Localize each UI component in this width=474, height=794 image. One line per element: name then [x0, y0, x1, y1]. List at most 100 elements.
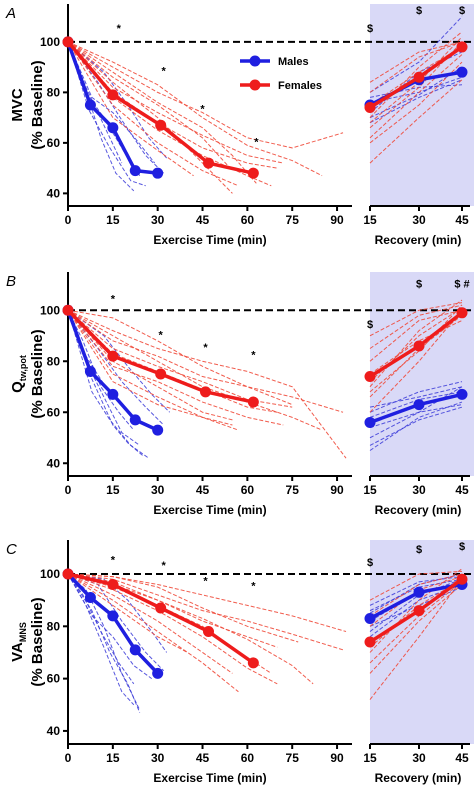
y-axis-label: VAMNS — [9, 622, 28, 662]
male-recovery-individual-trace — [369, 576, 463, 606]
males-mean-point — [152, 667, 164, 679]
female-individual-trace — [67, 41, 194, 177]
x-axis-title: Exercise Time (min) — [153, 771, 266, 785]
females-mean-point — [247, 657, 259, 669]
x-tick-label: 75 — [286, 483, 300, 497]
males-mean-point — [84, 99, 96, 111]
panel-a: A MVC (% Baseline) 40 60 80 100 0 15 30 45 60 75 90 15… — [5, 4, 474, 247]
recovery-significance-marker: $ # — [454, 278, 469, 290]
females-mean-point — [203, 157, 215, 169]
female-recovery-individual-trace — [369, 79, 463, 164]
y-tick-label: 40 — [47, 456, 61, 470]
males-mean-point — [129, 644, 141, 656]
males-mean-line — [66, 309, 159, 432]
x-tick-label: 90 — [330, 483, 344, 497]
x-tick-label: 75 — [286, 213, 300, 227]
male-individual-trace — [67, 41, 156, 164]
recovery-significance-marker: $ — [367, 319, 373, 331]
males-recovery-mean-point — [364, 612, 376, 624]
recovery-background — [370, 4, 474, 206]
significance-marker: * — [159, 329, 164, 341]
female-individual-trace — [67, 309, 347, 459]
female-recovery-individual-trace — [369, 304, 463, 349]
y-axis-label-main: MVC — [9, 88, 26, 122]
significance-marker: * — [203, 575, 208, 587]
y-axis-label-subscript: MNS — [18, 622, 28, 642]
males-recovery-mean-point — [413, 399, 425, 411]
significance-marker: * — [162, 66, 167, 78]
y-axis-label-unit: (% Baseline) — [29, 329, 46, 418]
females-recovery-mean-point — [364, 102, 376, 114]
recovery-x-tick-label: 15 — [363, 751, 377, 765]
x-tick-label: 15 — [106, 483, 120, 497]
recovery-x-tick-label: 45 — [455, 213, 469, 227]
y-tick-label: 80 — [47, 85, 61, 99]
significance-marker: * — [111, 555, 116, 567]
y-tick-label: 60 — [47, 136, 61, 150]
male-individual-trace — [67, 573, 168, 653]
female-individual-trace — [67, 41, 257, 184]
females-mean-line — [66, 40, 254, 175]
male-individual-trace — [67, 573, 141, 713]
males-mean-point — [84, 592, 96, 604]
female-individual-trace — [67, 309, 278, 413]
male-individual-trace — [67, 573, 135, 706]
x-tick-label: 60 — [241, 213, 255, 227]
x-tick-label: 15 — [106, 213, 120, 227]
females-mean-point — [247, 396, 259, 408]
recovery-axis-title: Recovery (min) — [375, 503, 462, 517]
x-tick-label: 15 — [106, 751, 120, 765]
x-tick-label: 0 — [65, 483, 72, 497]
females-mean-point — [155, 119, 167, 131]
female-individual-trace — [67, 309, 344, 413]
female-individual-trace — [67, 573, 233, 674]
legend-label: Females — [278, 80, 322, 92]
x-tick-label: 45 — [196, 751, 210, 765]
x-tick-label: 45 — [196, 483, 210, 497]
significance-marker: * — [251, 350, 256, 362]
males-mean-point — [129, 414, 141, 426]
females-recovery-mean-point — [413, 71, 425, 83]
recovery-x-tick-label: 45 — [455, 483, 469, 497]
females-mean-point — [107, 578, 119, 590]
y-axis-label-unit: (% Baseline) — [29, 60, 46, 149]
recovery-significance-marker: $ — [459, 541, 465, 553]
female-individual-trace — [67, 573, 239, 693]
female-recovery-individual-trace — [369, 307, 463, 383]
y-axis-label-main: VA — [9, 642, 26, 662]
males-recovery-mean-point — [456, 66, 468, 78]
y-tick-label: 100 — [40, 35, 60, 49]
y-axis-label-main: Q — [9, 381, 26, 393]
males-mean-point — [84, 365, 96, 377]
male-individual-trace — [67, 310, 141, 446]
male-individual-trace — [67, 310, 135, 431]
x-tick-label: 30 — [151, 483, 165, 497]
y-axis-label: MVC — [9, 88, 26, 122]
panel-label: A — [5, 5, 16, 22]
y-tick-label: 100 — [40, 567, 60, 581]
male-recovery-individual-trace — [369, 391, 463, 418]
male-recovery-individual-trace — [369, 404, 463, 429]
female-recovery-individual-trace — [369, 41, 463, 93]
female-individual-trace — [67, 41, 233, 171]
female-recovery-individual-trace — [369, 309, 463, 362]
female-recovery-individual-trace — [369, 584, 463, 674]
recovery-significance-marker: $ — [416, 278, 422, 290]
male-individual-trace — [67, 41, 165, 174]
significance-marker: * — [162, 560, 167, 572]
female-individual-trace — [67, 309, 239, 431]
male-individual-trace — [67, 573, 135, 685]
females-mean-point — [200, 386, 212, 398]
y-tick-label: 40 — [47, 724, 61, 738]
female-individual-trace — [67, 309, 293, 408]
x-tick-label: 90 — [330, 751, 344, 765]
male-individual-trace — [67, 309, 170, 413]
females-mean-point — [247, 167, 259, 179]
females-mean-point — [155, 602, 167, 614]
female-individual-trace — [67, 41, 284, 164]
females-recovery-mean-point — [456, 307, 468, 319]
females-mean-point — [62, 568, 74, 580]
x-tick-label: 90 — [330, 213, 344, 227]
y-tick-label: 60 — [47, 405, 61, 419]
